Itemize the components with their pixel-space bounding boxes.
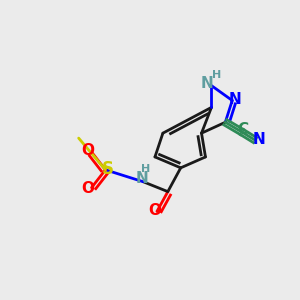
Text: S: S	[101, 160, 113, 178]
Text: N: N	[229, 92, 242, 107]
Text: C: C	[238, 122, 249, 137]
Text: H: H	[212, 70, 221, 80]
Text: O: O	[148, 203, 161, 218]
Text: O: O	[81, 143, 94, 158]
Text: N: N	[253, 132, 266, 147]
Text: O: O	[81, 181, 94, 196]
Text: N: N	[136, 171, 148, 186]
Text: N: N	[201, 76, 214, 91]
Text: H: H	[141, 164, 151, 174]
